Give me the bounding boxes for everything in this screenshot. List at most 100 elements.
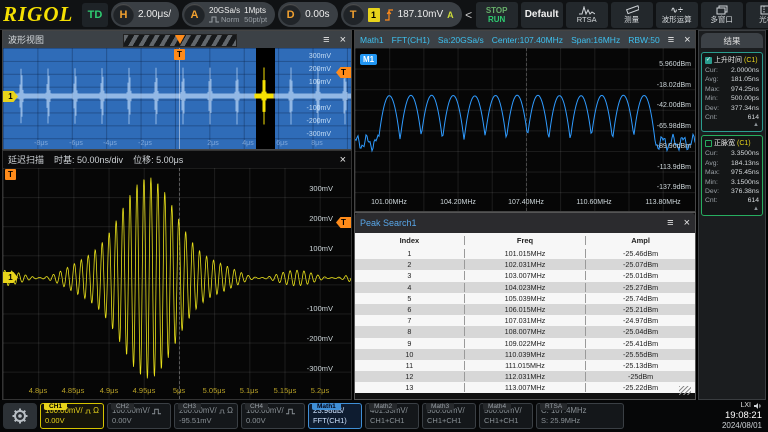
close-icon[interactable]: × [339,153,346,166]
table-row[interactable]: 4 104.023MHz -25.27dBm [355,281,695,293]
cell-freq: 108.007MHz [463,327,587,337]
resize-handle-icon[interactable] [679,386,691,395]
channel1-box[interactable]: CH1 100.00mV/ Ω 0.00V [40,403,104,429]
default-button[interactable]: Default [520,1,563,28]
math2-box[interactable]: Math2 401.33mV/ CH1+CH1 [365,403,419,429]
fft-math-source: Math1 [360,34,384,45]
menu-icon[interactable]: ≡ [667,33,675,46]
cell-index: 8 [407,327,412,337]
zoom-view-plot[interactable]: T 1 T 300mV 200mV 100mV -100mV -200mV -300mV … [3,168,351,399]
table-row[interactable]: 3 103.007MHz -25.01dBm [355,270,695,282]
time-label: 4.9μs [99,386,119,395]
fft-plot[interactable]: M1 5.960dBm -18.02dBm -42.00dBm -65.98dBm -8… [355,48,695,211]
cell-freq: 107.031MHz [463,316,587,326]
measurement-risetime[interactable]: ✓ 上升时间 (C1) Cur: 2.0000ns Avg: 181.05ns Ma… [701,52,763,133]
cell-ampl: -25.41dBm [623,338,659,348]
fft-center-freq: Center:107.40MHz [491,34,564,45]
table-row[interactable]: 6 106.015MHz -25.21dBm [355,303,695,316]
channel1-level-badge[interactable]: 1 [3,91,18,102]
table-row[interactable]: 11 111.015MHz -25.13dBm [355,359,695,372]
table-row[interactable]: 12 112.031MHz -25dBm [355,371,695,383]
waveform-view-panel: 波形视图 ≡ × T 1 T 300mV 200mV 100mV -100mV -200… [2,30,352,150]
table-row[interactable]: 8 108.007MHz -25.04dBm [355,326,695,338]
history-icon[interactable]: ▲ [753,205,759,212]
math-button[interactable]: ∿÷ 波形运算 [655,1,698,28]
top-toolbar: RIGOL TD H 2.00μs/ A 20GSa/s Norm 1Mpts … [0,0,768,30]
trigger-mode-button[interactable]: TD [82,2,108,27]
settings-button[interactable] [3,403,37,429]
close-icon[interactable]: × [683,217,690,229]
cell-freq: 105.039MHz [463,293,587,303]
trigger-level-badge[interactable]: T [336,217,351,228]
math1-box[interactable]: Math1 23.98dB/ FFT(CH1) [308,403,362,429]
lxi-label: LXI [740,402,751,409]
voltage-label: 200mV [309,214,333,223]
toolbar-scroll-left[interactable]: < [465,7,473,22]
clock-block: LXI 19:08:21 2024/08/01 [722,401,765,431]
table-row[interactable]: 9 109.022MHz -25.41dBm [355,337,695,349]
fft-sample-rate: Sa:20GSa/s [437,34,484,45]
math1-badge[interactable]: M1 [360,54,378,65]
peak-table: Index Freq Ampl 1 101.015MHz -25.46dBm 2… [355,233,695,394]
cell-freq: 113.007MHz [463,383,587,393]
dbm-label: -65.98dBm [656,123,691,130]
measurement-source: (C1) [737,139,751,147]
channel4-box[interactable]: CH4 100.00mV/ 0.00V [241,403,305,429]
rtsa-button[interactable]: RTSA [565,1,608,28]
menu-icon[interactable]: ≡ [667,217,674,229]
table-row[interactable]: 2 102.031MHz -25.07dBm [355,259,695,271]
trigger-position-marker[interactable] [175,35,185,44]
date-display: 2024/08/01 [721,421,762,430]
run-stop-button[interactable]: STOP RUN [475,1,518,28]
acquire-button[interactable]: A 20GSa/s Norm 1Mpts 50pt/pt [182,2,276,27]
trigger-time-badge[interactable]: T [174,49,185,60]
voltage-label: 300mV [309,184,333,193]
measurement-pulsewidth[interactable]: 正脉宽 (C1) Cur: 3.3500ns Avg: 184.13ns Max: 9… [701,135,763,216]
trigger-level-value: 187.10mV [397,9,444,20]
stat-row: Min: 500.00ps [705,95,759,103]
time-label: 4.95μs [132,386,156,395]
trigger-position-bar[interactable] [123,34,237,47]
delay-button[interactable]: D 0.00s [278,2,338,27]
cell-index: 3 [407,271,412,281]
close-icon[interactable]: × [339,33,346,46]
table-row[interactable]: 5 105.039MHz -25.74dBm [355,292,695,304]
cell-index: 6 [407,305,412,315]
math3-box[interactable]: Math3 500.00mV/ CH1+CH1 [422,403,476,429]
col-ampl: Ampl [631,236,650,245]
rtsa-box[interactable]: RTSA C: 107.4MHz S: 25.9MHz [536,403,624,429]
channel2-box[interactable]: CH2 100.00mV/ 0.00V [107,403,171,429]
horizontal-scale-button[interactable]: H 2.00μs/ [111,2,180,27]
rigol-logo: RIGOL [3,2,74,26]
channel1-level-badge[interactable]: 1 [3,272,18,283]
time-ref-badge[interactable]: T [5,169,16,180]
voltage-label: -200mV [306,334,333,343]
channel3-box[interactable]: CH3 200.00mV/ Ω -95.51mV [174,403,238,429]
multiwindow-button[interactable]: 多窗口 [700,1,743,28]
stat-row: Cnt: 614 [705,197,759,205]
trigger-level-badge[interactable]: T [336,67,351,78]
sample-rate: 20GSa/s [209,5,241,15]
waveform-view-header: 波形视图 ≡ × [3,31,351,48]
measure-button[interactable]: 测量 [610,1,653,28]
table-row[interactable]: 7 107.031MHz -24.97dBm [355,315,695,327]
cell-index: 9 [407,338,412,348]
rising-edge-icon [384,9,393,21]
math4-box[interactable]: Math4 500.00mV/ CH1+CH1 [479,403,533,429]
trigger-button[interactable]: T 1 187.10mV A [340,2,462,27]
history-icon[interactable]: ▲ [753,122,759,129]
waveform-view-plot[interactable]: T 1 T 300mV 200mV 100mV -100mV -200mV -300mV … [3,48,351,149]
cell-freq: 102.031MHz [463,260,587,270]
checkbox-unchecked-icon[interactable] [705,139,712,147]
table-row[interactable]: 10 110.039MHz -25.55dBm [355,348,695,360]
checkbox-checked-icon[interactable]: ✓ [705,56,712,64]
menu-icon[interactable]: ≡ [323,33,330,46]
close-icon[interactable]: × [684,33,691,46]
cursor-button[interactable]: 光标 [745,1,768,28]
table-row[interactable]: 13 113.007MHz -25.22dBm [355,382,695,394]
cell-ampl: -25dBm [628,372,654,382]
cell-ampl: -25.04dBm [623,327,659,337]
table-row[interactable]: 1 101.015MHz -25.46dBm [355,248,695,260]
cell-ampl: -24.97dBm [623,316,659,326]
cell-ampl: -25.21dBm [623,305,659,315]
